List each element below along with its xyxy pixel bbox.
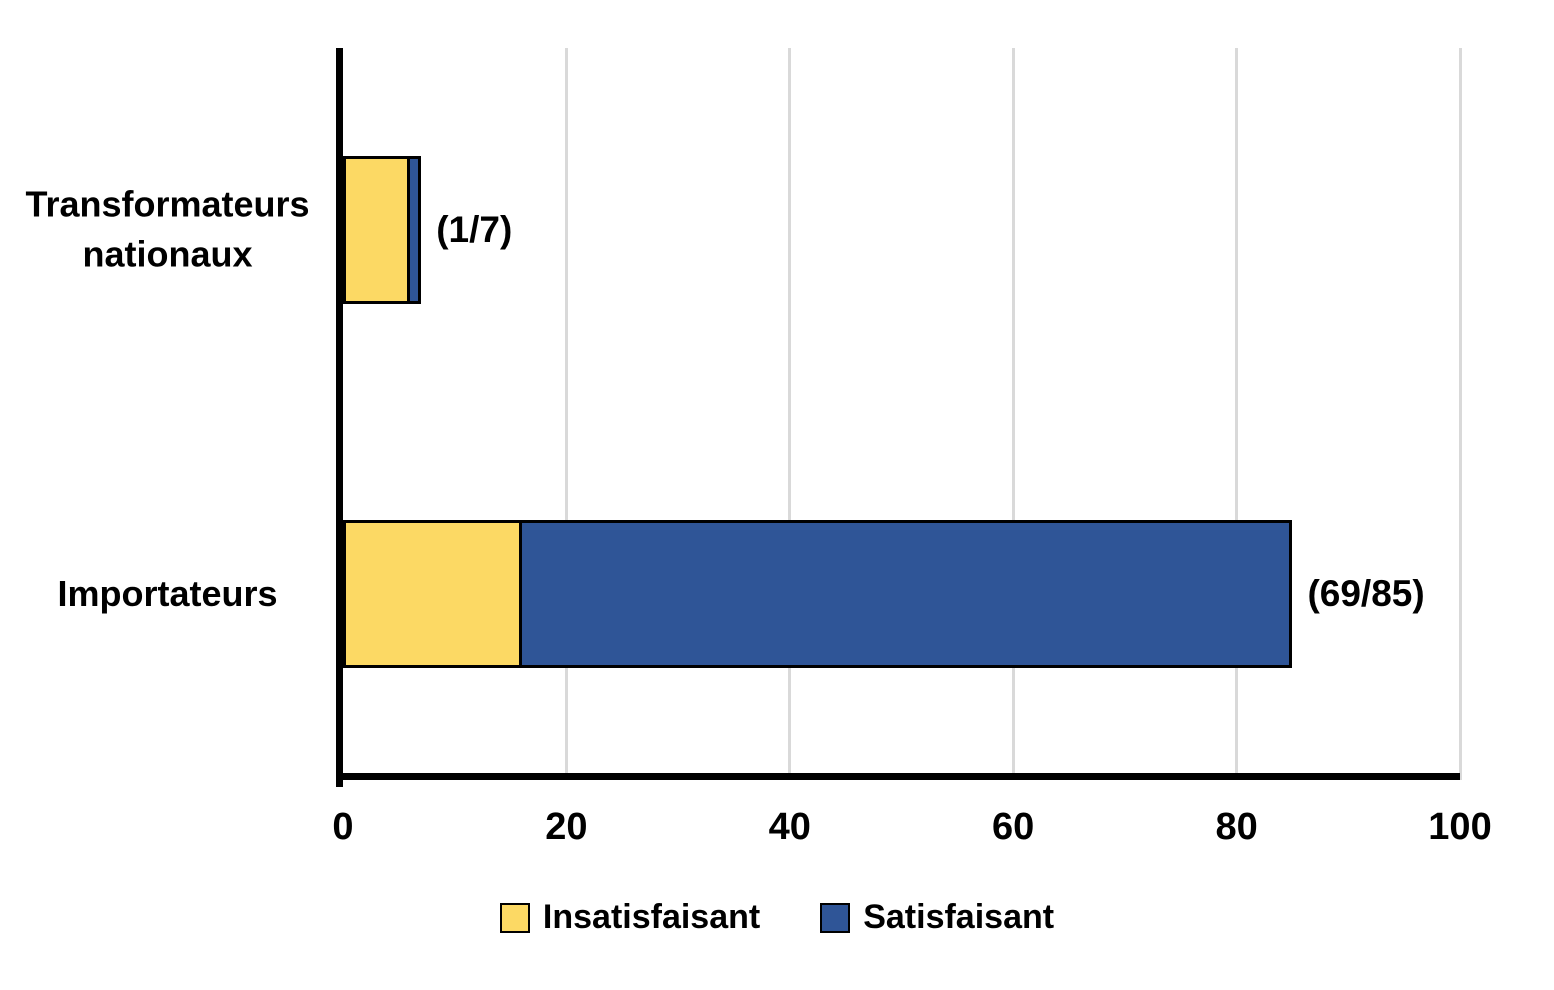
- bar-segment-satisfaisant-1: [518, 520, 1293, 668]
- x-tick-label-80: 80: [1215, 806, 1258, 848]
- bar-row-0: [343, 156, 1460, 304]
- gridline-x-100: [1458, 48, 1462, 780]
- category-label-0: Transformateurs nationaux: [25, 183, 310, 275]
- bar-segment-insatisfaisant-0: [343, 156, 411, 304]
- y-axis-line: [336, 48, 343, 787]
- x-tick-label-60: 60: [992, 806, 1035, 848]
- gridline-x-20: [564, 48, 568, 780]
- legend-swatch-satisfaisant: [820, 902, 851, 933]
- x-tick-label-20: 20: [545, 806, 588, 848]
- x-tick-label-0: 0: [332, 806, 354, 848]
- legend-item-insatisfaisant: Insatisfaisant: [499, 898, 761, 937]
- legend-item-satisfaisant: Satisfaisant: [820, 898, 1054, 937]
- legend-label-satisfaisant: Satisfaisant: [863, 898, 1055, 936]
- bar-value-label-0: (1/7): [436, 209, 513, 250]
- bar-row-1: [343, 520, 1460, 668]
- legend-swatch-insatisfaisant: [499, 902, 530, 933]
- bar-value-label-1: (69/85): [1307, 573, 1425, 614]
- gridline-x-80: [1235, 48, 1239, 780]
- bar-segment-satisfaisant-0: [407, 156, 422, 304]
- gridline-x-60: [1011, 48, 1015, 780]
- bar-segment-insatisfaisant-1: [343, 520, 522, 668]
- gridline-x-40: [788, 48, 792, 780]
- x-tick-label-100: 100: [1428, 806, 1492, 848]
- legend-label-insatisfaisant: Insatisfaisant: [542, 898, 761, 936]
- category-label-1: Importateurs: [57, 572, 278, 614]
- x-tick-label-40: 40: [768, 806, 811, 848]
- chart-legend: Insatisfaisant Satisfaisant: [0, 898, 1554, 937]
- x-axis-line: [336, 773, 1460, 780]
